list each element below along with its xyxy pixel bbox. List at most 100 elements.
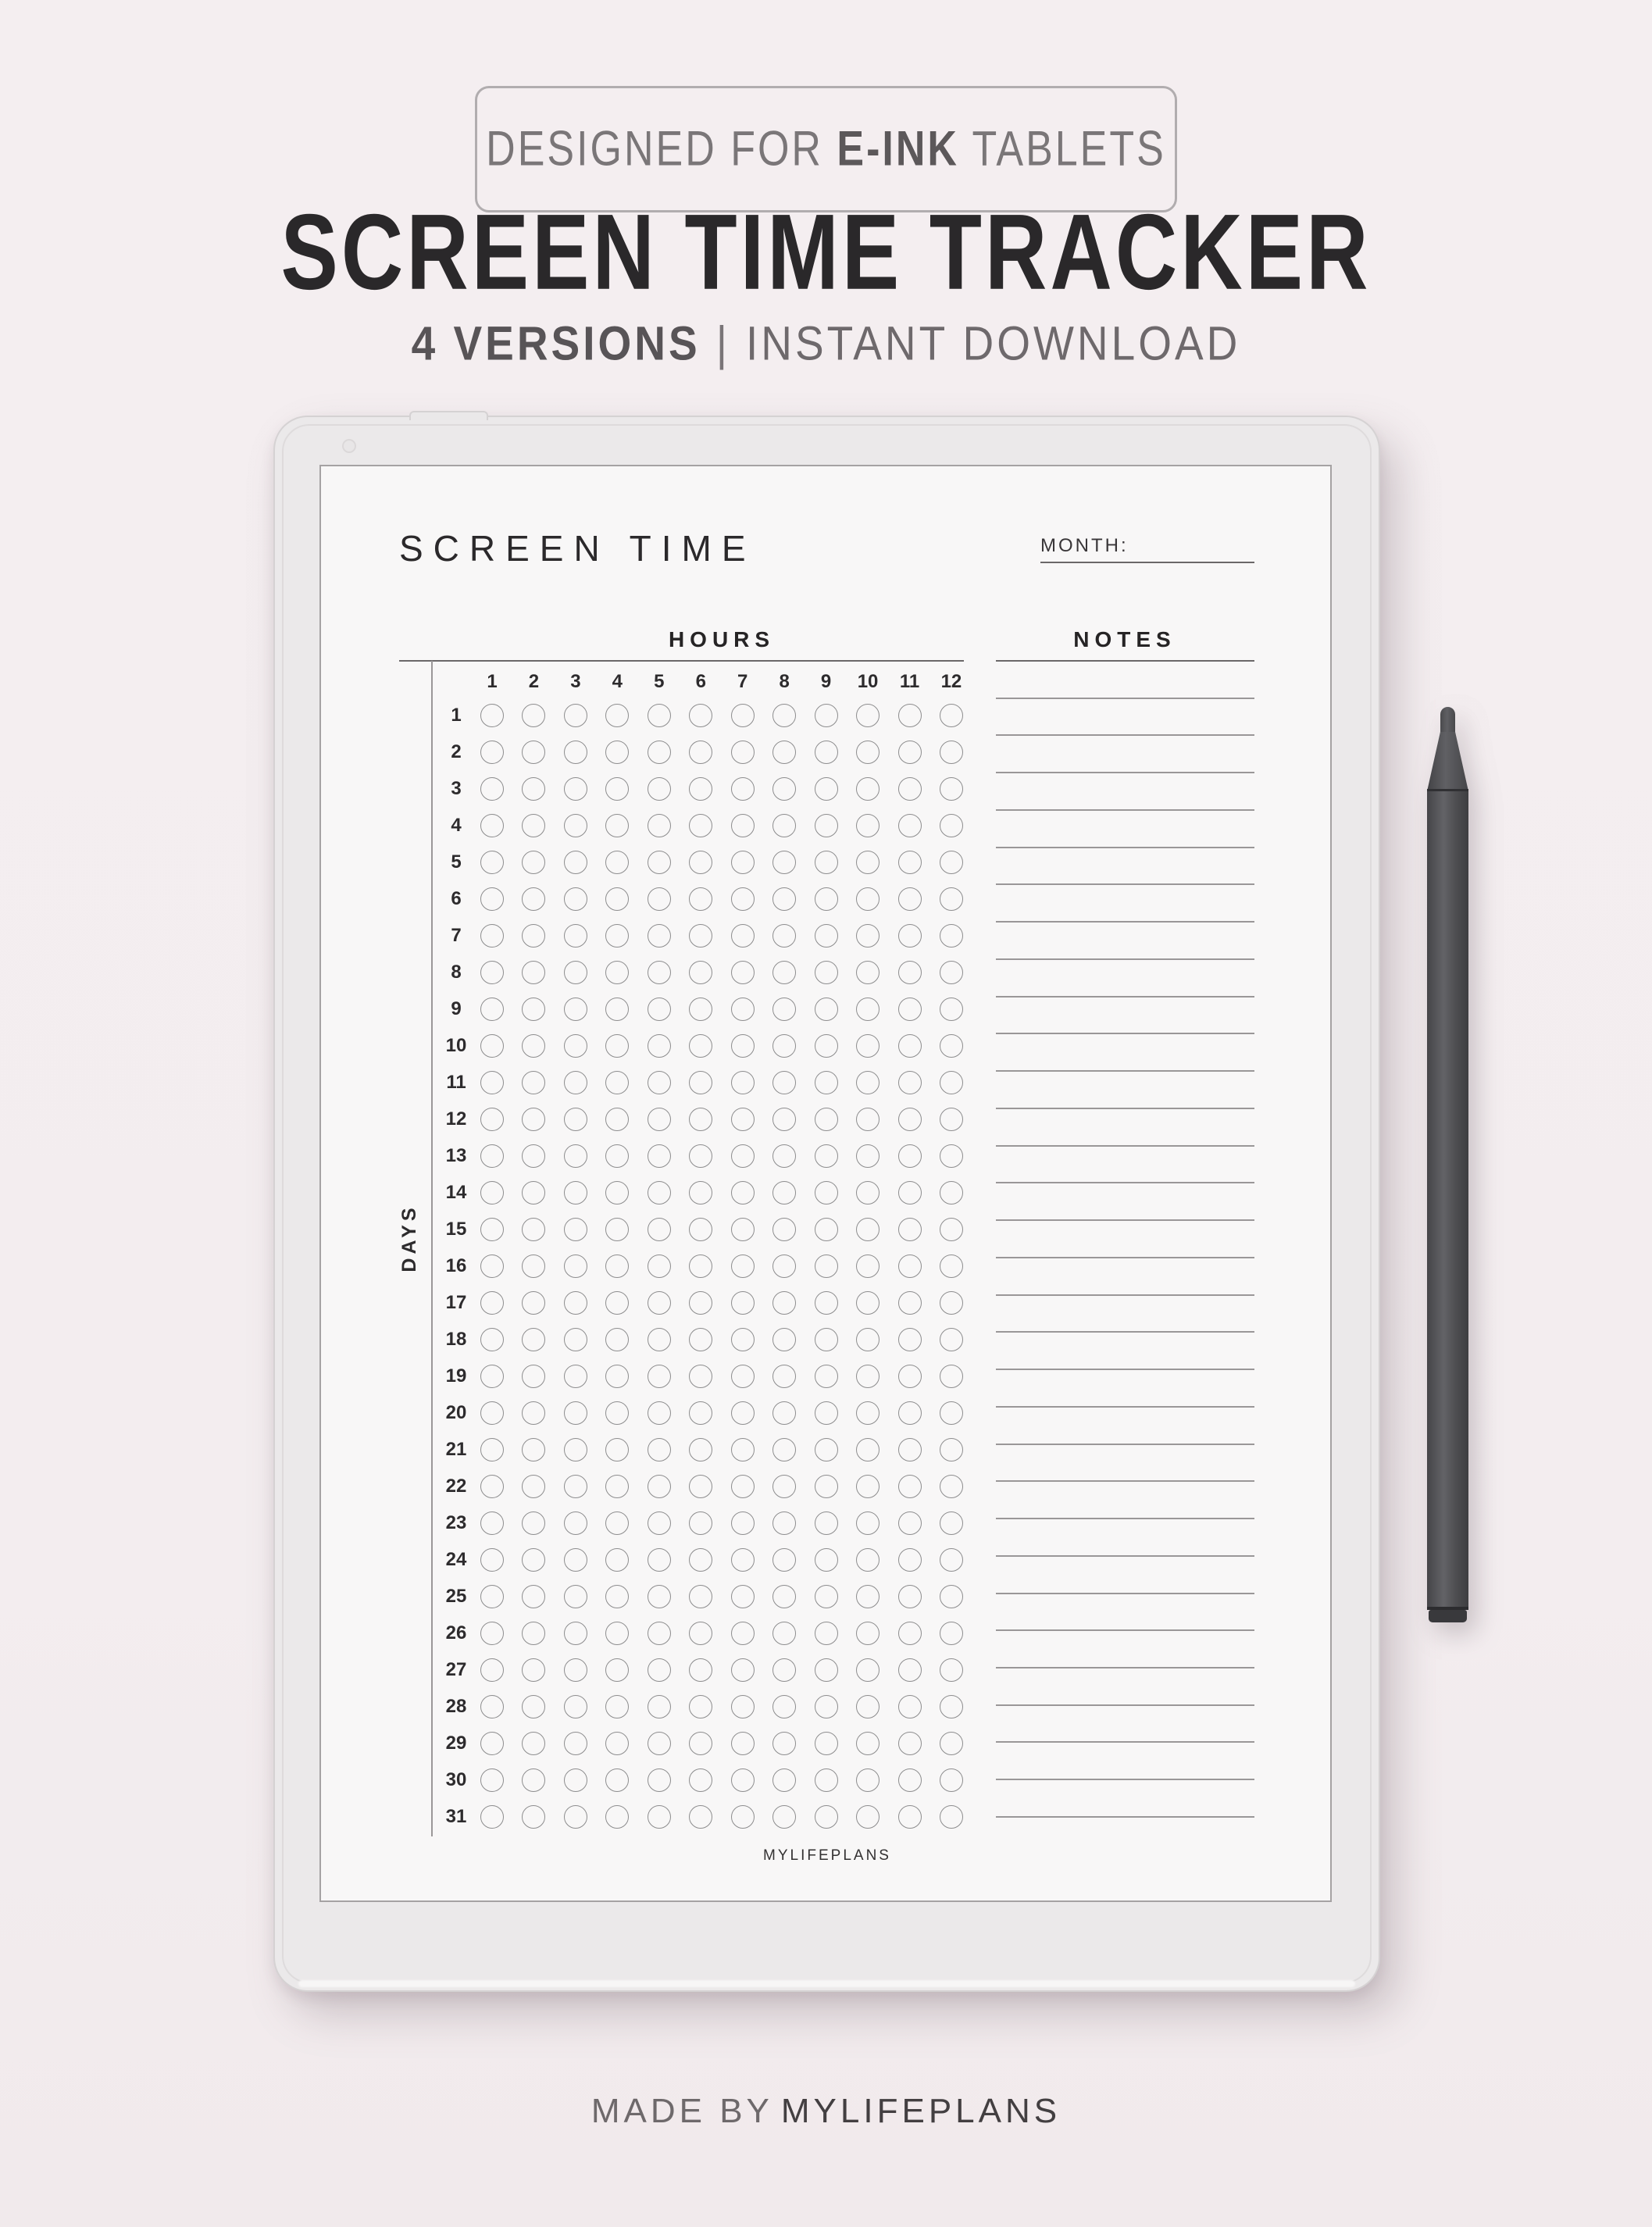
hour-circle[interactable] — [480, 1768, 504, 1792]
note-line[interactable] — [996, 1182, 1254, 1184]
hour-circle[interactable] — [480, 1181, 504, 1205]
hour-circle[interactable] — [647, 1181, 671, 1205]
hour-circle[interactable] — [730, 1108, 755, 1131]
hour-circle[interactable] — [814, 1108, 838, 1131]
note-line[interactable] — [996, 1666, 1254, 1668]
hour-circle[interactable] — [772, 814, 797, 837]
hour-circle[interactable] — [605, 1218, 630, 1241]
hour-circle[interactable] — [772, 1658, 797, 1682]
hour-circle[interactable] — [689, 1768, 713, 1792]
hour-circle[interactable] — [689, 851, 713, 874]
hour-circle[interactable] — [772, 1511, 797, 1535]
hour-circle[interactable] — [730, 1218, 755, 1241]
hour-circle[interactable] — [522, 741, 546, 764]
hour-circle[interactable] — [563, 1401, 587, 1425]
hour-circle[interactable] — [814, 924, 838, 948]
hour-circle[interactable] — [563, 1254, 587, 1278]
hour-circle[interactable] — [897, 1218, 922, 1241]
hour-circle[interactable] — [563, 1695, 587, 1718]
hour-circle[interactable] — [939, 1732, 963, 1755]
hour-circle[interactable] — [522, 961, 546, 984]
hour-circle[interactable] — [647, 1401, 671, 1425]
hour-circle[interactable] — [814, 1695, 838, 1718]
hour-circle[interactable] — [563, 1768, 587, 1792]
hour-circle[interactable] — [605, 1438, 630, 1461]
hour-circle[interactable] — [772, 1034, 797, 1058]
hour-circle[interactable] — [897, 814, 922, 837]
hour-circle[interactable] — [689, 1144, 713, 1168]
hour-circle[interactable] — [689, 1401, 713, 1425]
hour-circle[interactable] — [939, 1548, 963, 1572]
hour-circle[interactable] — [730, 1254, 755, 1278]
note-line[interactable] — [996, 1144, 1254, 1147]
hour-circle[interactable] — [647, 887, 671, 911]
hour-circle[interactable] — [522, 1548, 546, 1572]
hour-circle[interactable] — [856, 1732, 880, 1755]
hour-circle[interactable] — [480, 1254, 504, 1278]
hour-circle[interactable] — [814, 1401, 838, 1425]
hour-circle[interactable] — [605, 1144, 630, 1168]
hour-circle[interactable] — [939, 741, 963, 764]
hour-circle[interactable] — [772, 1181, 797, 1205]
hour-circle[interactable] — [563, 887, 587, 911]
hour-circle[interactable] — [522, 1254, 546, 1278]
hour-circle[interactable] — [730, 1695, 755, 1718]
hour-circle[interactable] — [772, 961, 797, 984]
hour-circle[interactable] — [939, 1768, 963, 1792]
hour-circle[interactable] — [647, 704, 671, 727]
note-line[interactable] — [996, 1070, 1254, 1072]
note-line[interactable] — [996, 734, 1254, 737]
hour-circle[interactable] — [522, 851, 546, 874]
hour-circle[interactable] — [480, 1658, 504, 1682]
hour-circle[interactable] — [772, 1768, 797, 1792]
hour-circle[interactable] — [814, 1475, 838, 1498]
hour-circle[interactable] — [939, 1291, 963, 1315]
hour-circle[interactable] — [522, 887, 546, 911]
hour-circle[interactable] — [814, 1034, 838, 1058]
hour-circle[interactable] — [563, 1732, 587, 1755]
hour-circle[interactable] — [522, 924, 546, 948]
hour-circle[interactable] — [480, 741, 504, 764]
hour-circle[interactable] — [730, 814, 755, 837]
hour-circle[interactable] — [939, 851, 963, 874]
hour-circle[interactable] — [730, 1365, 755, 1388]
hour-circle[interactable] — [605, 1328, 630, 1351]
hour-circle[interactable] — [480, 887, 504, 911]
hour-circle[interactable] — [689, 998, 713, 1021]
hour-circle[interactable] — [647, 1548, 671, 1572]
hour-circle[interactable] — [563, 1108, 587, 1131]
hour-circle[interactable] — [897, 924, 922, 948]
hour-circle[interactable] — [605, 924, 630, 948]
hour-circle[interactable] — [814, 814, 838, 837]
hour-circle[interactable] — [897, 1695, 922, 1718]
hour-circle[interactable] — [605, 998, 630, 1021]
hour-circle[interactable] — [689, 704, 713, 727]
hour-circle[interactable] — [897, 1658, 922, 1682]
hour-circle[interactable] — [480, 1034, 504, 1058]
hour-circle[interactable] — [647, 1328, 671, 1351]
hour-circle[interactable] — [897, 1108, 922, 1131]
hour-circle[interactable] — [772, 1291, 797, 1315]
hour-circle[interactable] — [939, 1328, 963, 1351]
hour-circle[interactable] — [605, 741, 630, 764]
hour-circle[interactable] — [605, 777, 630, 801]
hour-circle[interactable] — [647, 1695, 671, 1718]
hour-circle[interactable] — [563, 1658, 587, 1682]
hour-circle[interactable] — [814, 1768, 838, 1792]
hour-circle[interactable] — [856, 1585, 880, 1608]
hour-circle[interactable] — [856, 1108, 880, 1131]
hour-circle[interactable] — [730, 1328, 755, 1351]
note-line[interactable] — [996, 1480, 1254, 1483]
hour-circle[interactable] — [522, 1475, 546, 1498]
hour-circle[interactable] — [939, 1658, 963, 1682]
note-line[interactable] — [996, 1256, 1254, 1258]
hour-circle[interactable] — [897, 1805, 922, 1829]
hour-circle[interactable] — [480, 1144, 504, 1168]
hour-circle[interactable] — [605, 851, 630, 874]
hour-circle[interactable] — [689, 1438, 713, 1461]
hour-circle[interactable] — [522, 1805, 546, 1829]
hour-circle[interactable] — [605, 1181, 630, 1205]
hour-circle[interactable] — [730, 1511, 755, 1535]
hour-circle[interactable] — [856, 1548, 880, 1572]
hour-circle[interactable] — [939, 1181, 963, 1205]
